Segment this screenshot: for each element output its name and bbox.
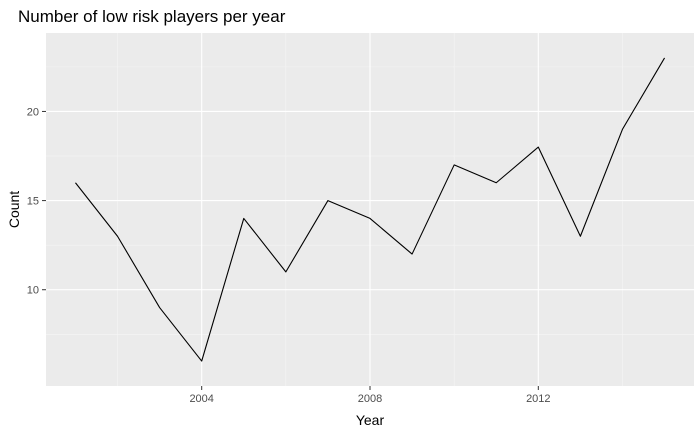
major-gridlines [46,33,694,386]
x-tick-label: 2012 [526,393,550,405]
series-line-0 [75,57,666,362]
y-tick-label: 15 [27,196,39,208]
y-axis: 10 15 20 [27,106,46,297]
x-axis: 2004 2008 2012 [189,386,551,405]
y-tick-label: 10 [27,285,39,297]
y-axis-title: Count [6,191,22,228]
x-tick-label: 2004 [189,393,213,405]
chart-title: Number of low risk players per year [18,7,286,26]
x-axis-title: Year [356,412,385,428]
x-tick-label: 2008 [358,393,382,405]
series-layer [75,57,666,362]
y-tick-label: 20 [27,106,39,118]
